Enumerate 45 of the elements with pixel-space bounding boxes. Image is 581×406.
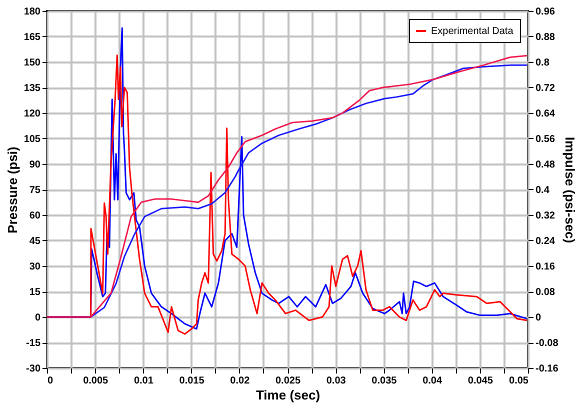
x-tick-label: 0.02 xyxy=(230,376,250,386)
y-tick-label: 105 xyxy=(24,134,41,145)
y-tick-label: 15 xyxy=(29,287,41,298)
y2-tick-label: 0.64 xyxy=(536,108,556,120)
y-tick-label: 135 xyxy=(24,83,41,94)
x-tick-label: 0.04 xyxy=(422,376,442,386)
y2-tick-label: 0.96 xyxy=(536,6,556,18)
x-tick-label: 0.005 xyxy=(83,376,109,386)
y-tick-label: -30 xyxy=(26,364,41,374)
x-tick-label: 0.05 xyxy=(509,376,529,386)
y-tick-label: 180 xyxy=(24,6,41,18)
y-tick-label: 45 xyxy=(29,236,41,247)
y2-tick-label: 0.8 xyxy=(536,58,550,68)
y2-tick-label: 0.16 xyxy=(536,262,556,272)
x-tick-label: 0 xyxy=(48,376,54,386)
x-tick-label: 0.025 xyxy=(275,376,301,386)
y2-tick-label: -0.16 xyxy=(536,364,559,374)
y2-tick-label: 0 xyxy=(536,312,542,324)
y-tick-label: 90 xyxy=(29,160,41,170)
x-tick-label: 0.015 xyxy=(179,376,205,386)
y2-tick-label: 0.88 xyxy=(536,32,556,43)
y-tick-label: 60 xyxy=(29,210,41,222)
y2-tick-label: 0.4 xyxy=(536,185,550,196)
y2-tick-label: -0.08 xyxy=(536,338,559,349)
y-tick-label: 0 xyxy=(34,312,41,324)
x-tick-label: 0.01 xyxy=(134,376,154,386)
y-tick-label: 150 xyxy=(24,58,41,68)
y-tick-label: -15 xyxy=(26,338,41,349)
legend-label: Experimental Data xyxy=(431,26,514,37)
x-tick-label: 0.035 xyxy=(372,376,398,386)
x-axis-title: Time (sec) xyxy=(256,388,320,402)
y2-tick-label: 0.32 xyxy=(536,210,556,222)
x-tick-label: 0.045 xyxy=(468,376,494,386)
y-tick-label: 75 xyxy=(29,185,41,196)
y2-tick-label: 0.56 xyxy=(536,134,556,145)
y-tick-label: 120 xyxy=(24,108,41,120)
y2-axis-title: Impulse (psi-sec) xyxy=(562,136,578,244)
y-tick-label: 30 xyxy=(29,262,41,272)
y-axis-title: Pressure (psi) xyxy=(4,146,20,234)
y2-tick-label: 0.72 xyxy=(536,83,556,94)
y2-tick-label: 0.48 xyxy=(536,160,556,170)
y2-tick-label: 0.24 xyxy=(536,236,556,247)
y-tick-label: 165 xyxy=(24,32,41,43)
x-tick-label: 0.03 xyxy=(326,376,346,386)
y2-tick-label: 0.08 xyxy=(536,287,556,298)
